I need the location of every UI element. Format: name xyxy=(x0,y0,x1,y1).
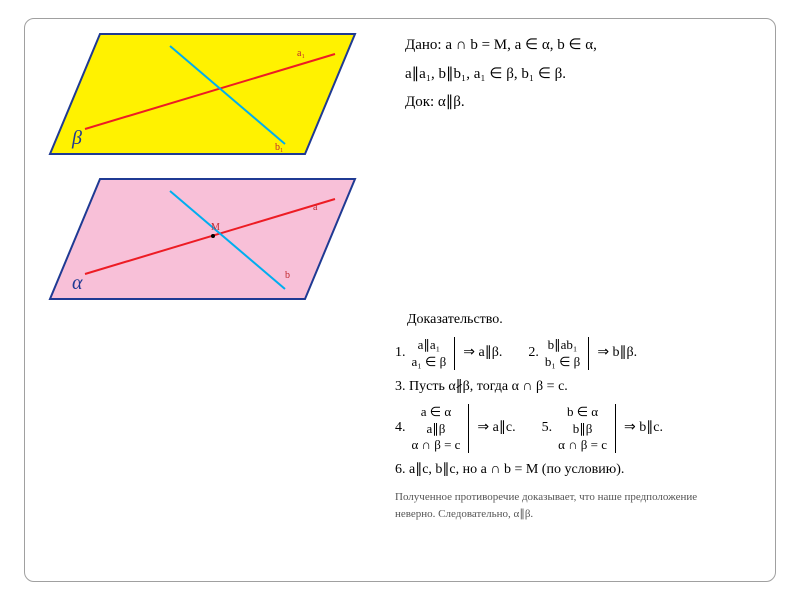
step5-num: 5. xyxy=(542,417,553,439)
step4-stack: a ∈ α a∥β α ∩ β = c xyxy=(412,404,461,453)
step1-num: 1. xyxy=(395,342,406,364)
geometry-diagram: β a₁ b₁ α a b M xyxy=(35,24,375,314)
proof-step-6: 6. a∥c, b∥c, но a ∩ b = M (по условию). xyxy=(395,459,793,481)
label-b: b xyxy=(285,270,290,281)
diagram-area: β a₁ b₁ α a b M xyxy=(35,24,375,324)
label-a1: a₁ xyxy=(297,48,305,59)
given-line2: a∥a₁, b∥b₁, a₁ ∈ β, b₁ ∈ β. xyxy=(405,60,775,89)
step5-bar xyxy=(615,404,616,453)
label-alpha: α xyxy=(72,272,83,294)
step4-bar xyxy=(468,404,469,453)
given-block: Дано: a ∩ b = M, a ∈ α, b ∈ α, a∥a₁, b∥b… xyxy=(405,31,775,117)
given-line1: Дано: a ∩ b = M, a ∈ α, b ∈ α, xyxy=(405,31,775,60)
step2-tail: ⇒ b∥β. xyxy=(597,342,637,364)
proof-footnote: Полученное противоречие доказывает, что … xyxy=(395,489,793,522)
step2-num: 2. xyxy=(528,342,539,364)
step4-tail: ⇒ a∥c. xyxy=(477,417,515,439)
label-a: a xyxy=(313,202,318,213)
step1-bar xyxy=(454,337,455,370)
step1-stack: a∥a₁ a₁ ∈ β xyxy=(412,337,447,370)
proof-step-4-5: 4. a ∈ α a∥β α ∩ β = c ⇒ a∥c. 5. b ∈ α b… xyxy=(395,404,793,453)
proof-step-3: 3. Пусть α∦β, тогда α ∩ β = c. xyxy=(395,376,793,398)
given-line3: Док: α∥β. xyxy=(405,88,775,117)
step5-stack: b ∈ α b∥β α ∩ β = c xyxy=(558,404,607,453)
step4-num: 4. xyxy=(395,417,406,439)
proof-title: Доказательство. xyxy=(395,309,793,331)
step5-tail: ⇒ b∥c. xyxy=(624,417,663,439)
step2-bar xyxy=(588,337,589,370)
proof-step-1-2: 1. a∥a₁ a₁ ∈ β ⇒ a∥β. 2. b∥ab₁ b₁ ∈ β ⇒ … xyxy=(395,337,793,370)
label-b1: b₁ xyxy=(275,142,284,153)
label-beta: β xyxy=(71,127,82,149)
proof-block: Доказательство. 1. a∥a₁ a₁ ∈ β ⇒ a∥β. 2.… xyxy=(395,309,793,522)
step1-tail: ⇒ a∥β. xyxy=(463,342,502,364)
label-M: M xyxy=(211,222,220,233)
point-M xyxy=(211,234,215,238)
step2-stack: b∥ab₁ b₁ ∈ β xyxy=(545,337,580,370)
outer-frame: β a₁ b₁ α a b M Дано: a ∩ b = M, a ∈ α, … xyxy=(24,18,776,582)
